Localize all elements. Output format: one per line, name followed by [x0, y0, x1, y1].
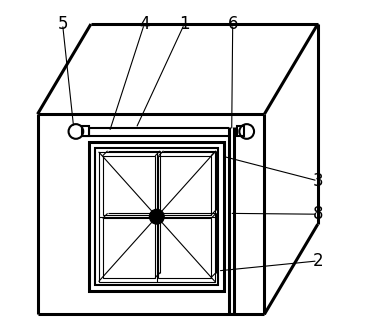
Bar: [82, 127, 89, 136]
Text: 4: 4: [139, 15, 149, 33]
Bar: [99, 152, 215, 282]
Text: 5: 5: [57, 15, 68, 33]
Bar: [103, 218, 155, 278]
Bar: [95, 148, 219, 285]
Bar: [159, 156, 211, 215]
Text: 8: 8: [312, 205, 323, 223]
Text: 6: 6: [227, 15, 238, 33]
Bar: [103, 156, 155, 215]
Text: 3: 3: [312, 172, 323, 190]
Text: 1: 1: [179, 15, 189, 33]
Circle shape: [149, 209, 164, 224]
Bar: [159, 218, 211, 278]
Bar: [89, 142, 224, 291]
Text: 2: 2: [312, 252, 323, 270]
Bar: [237, 127, 244, 136]
